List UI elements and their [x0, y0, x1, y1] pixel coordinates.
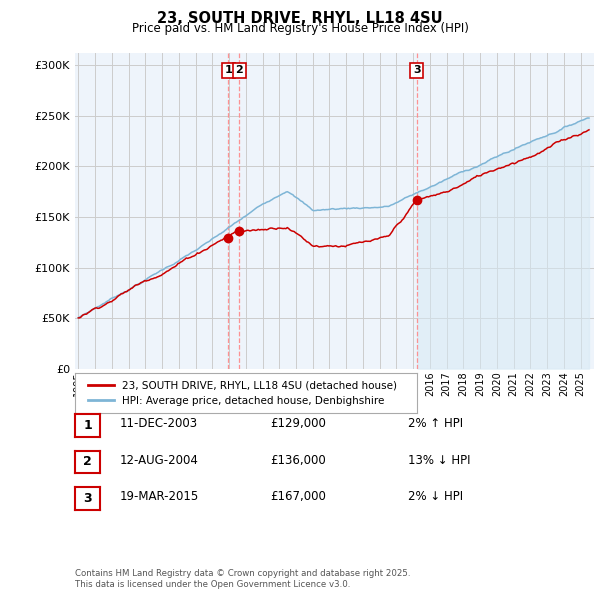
Legend: 23, SOUTH DRIVE, RHYL, LL18 4SU (detached house), HPI: Average price, detached h: 23, SOUTH DRIVE, RHYL, LL18 4SU (detache…	[83, 376, 401, 409]
Text: 11-DEC-2003: 11-DEC-2003	[120, 417, 198, 430]
Text: 2: 2	[236, 65, 243, 76]
Text: 12-AUG-2004: 12-AUG-2004	[120, 454, 199, 467]
Text: 2% ↑ HPI: 2% ↑ HPI	[408, 417, 463, 430]
Text: 1: 1	[224, 65, 232, 76]
Text: £167,000: £167,000	[270, 490, 326, 503]
Text: £136,000: £136,000	[270, 454, 326, 467]
Text: 2: 2	[83, 455, 92, 468]
Text: Contains HM Land Registry data © Crown copyright and database right 2025.
This d: Contains HM Land Registry data © Crown c…	[75, 569, 410, 589]
Text: £129,000: £129,000	[270, 417, 326, 430]
Text: 13% ↓ HPI: 13% ↓ HPI	[408, 454, 470, 467]
Text: 23, SOUTH DRIVE, RHYL, LL18 4SU: 23, SOUTH DRIVE, RHYL, LL18 4SU	[157, 11, 443, 25]
Text: 1: 1	[83, 419, 92, 432]
Text: 3: 3	[83, 492, 92, 505]
Text: 3: 3	[413, 65, 421, 76]
Text: 19-MAR-2015: 19-MAR-2015	[120, 490, 199, 503]
Text: 2% ↓ HPI: 2% ↓ HPI	[408, 490, 463, 503]
Text: Price paid vs. HM Land Registry's House Price Index (HPI): Price paid vs. HM Land Registry's House …	[131, 22, 469, 35]
